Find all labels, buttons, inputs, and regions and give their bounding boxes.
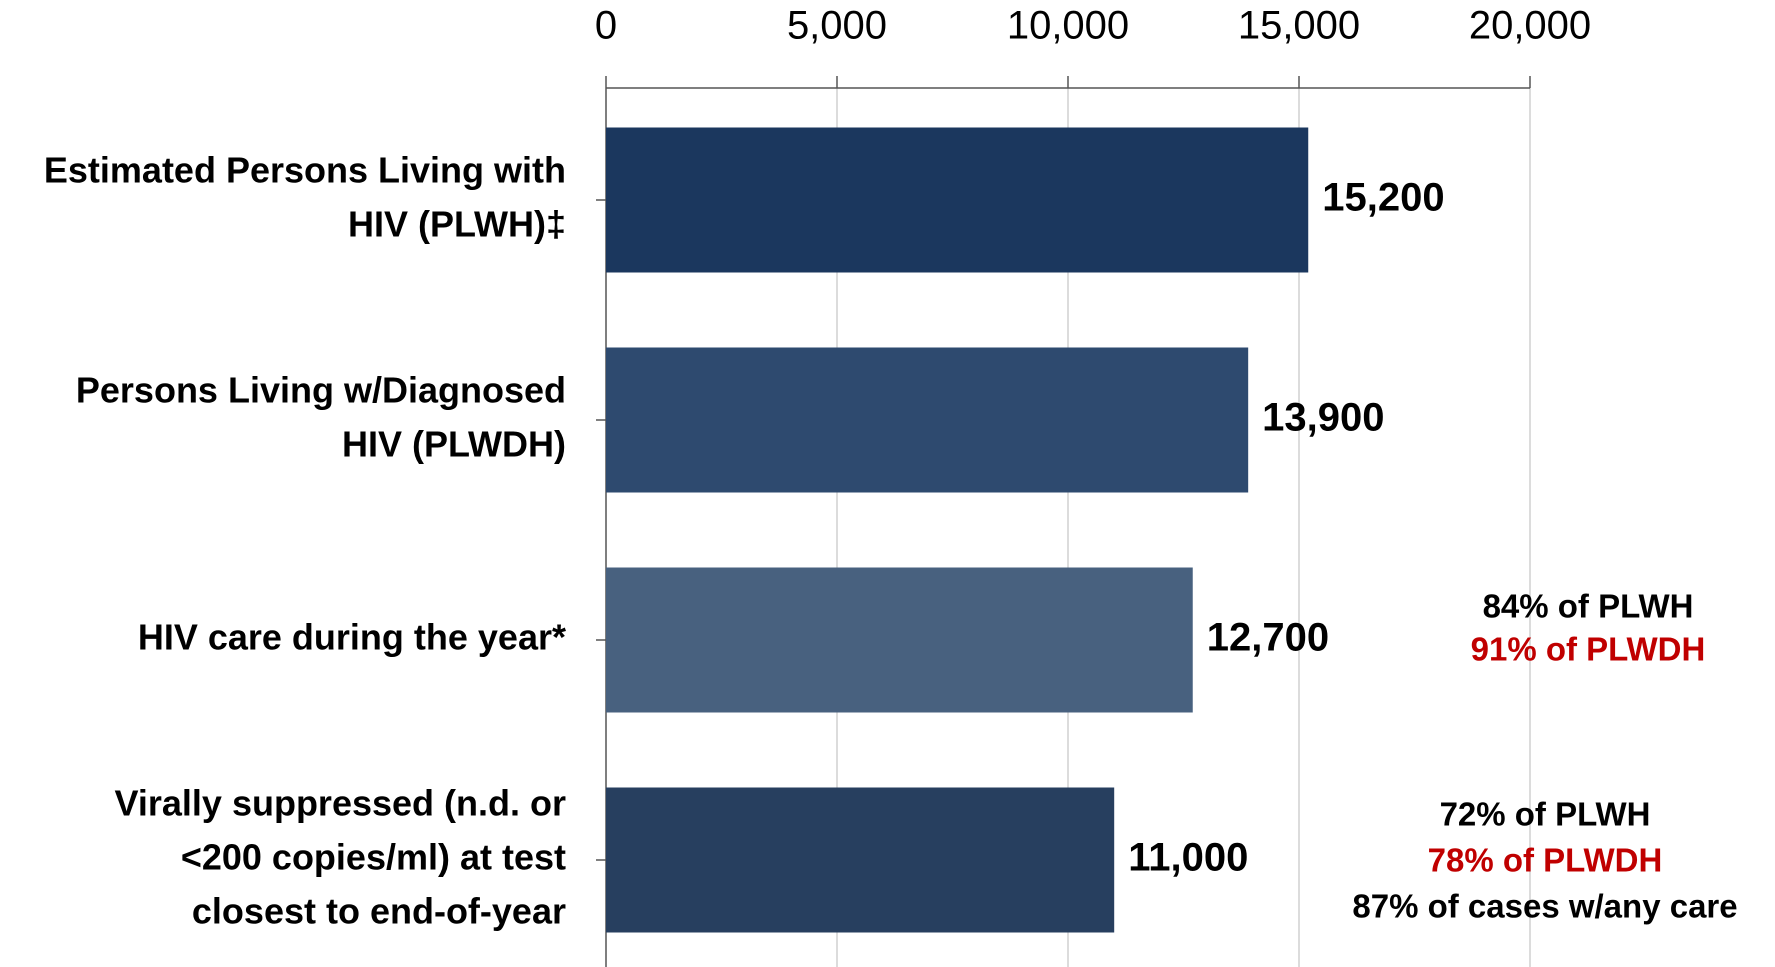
value-label: 13,900 (1262, 396, 1384, 440)
annotation: 91% of PLWDH (1471, 631, 1706, 668)
y-tick-label: Estimated Persons Living with (44, 150, 566, 191)
value-label: 11,000 (1128, 836, 1248, 880)
annotation: 72% of PLWH (1440, 796, 1651, 833)
y-tick-label: HIV (PLWDH) (342, 424, 566, 465)
y-tick-label: HIV (PLWH)‡ (348, 204, 566, 245)
bar (606, 127, 1309, 273)
x-tick-label: 10,000 (1007, 4, 1129, 48)
y-tick-label: Persons Living w/Diagnosed (76, 370, 566, 411)
annotation: 87% of cases w/any care (1352, 888, 1737, 925)
bar (606, 347, 1249, 493)
bar (606, 567, 1193, 713)
y-tick-label: closest to end-of-year (192, 891, 566, 932)
x-tick-label: 5,000 (787, 4, 887, 48)
y-tick-label: <200 copies/ml) at test (181, 837, 566, 878)
x-tick-label: 0 (595, 4, 617, 48)
annotation: 78% of PLWDH (1428, 842, 1663, 879)
y-tick-label: Virally suppressed (n.d. or (115, 783, 566, 824)
y-tick-label: HIV care during the year* (138, 617, 566, 658)
value-label: 15,200 (1322, 176, 1444, 220)
annotation: 84% of PLWH (1483, 588, 1694, 625)
bar (606, 787, 1115, 933)
x-tick-label: 15,000 (1238, 4, 1360, 48)
x-tick-label: 20,000 (1469, 4, 1591, 48)
value-label: 12,700 (1207, 616, 1329, 660)
